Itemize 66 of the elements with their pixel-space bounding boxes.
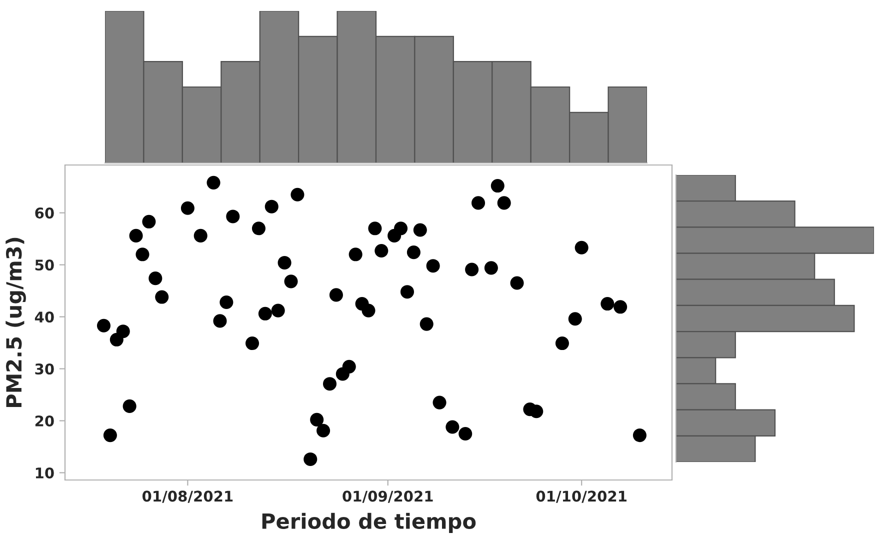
point [400,285,414,299]
x-axis-title: Periodo de tiempo [262,512,476,534]
y-tick-label: 10 [36,467,54,478]
point [245,336,260,350]
point [329,288,343,302]
y-tick-label: 20 [35,415,54,426]
point [278,256,292,270]
point [155,290,169,304]
point [148,272,162,286]
point [420,317,434,331]
point [465,262,479,276]
point [530,404,544,418]
point [458,426,472,441]
point [96,318,111,332]
point [368,222,382,236]
point [129,228,143,242]
point [413,223,427,237]
point [226,210,240,224]
y-axis-title: PM2.5 (ug/m3) [6,238,26,407]
point [426,259,440,273]
point [180,201,194,215]
point [555,336,569,350]
point [264,200,278,214]
point [310,412,324,426]
point [304,452,318,466]
point [472,196,486,210]
point [284,274,298,288]
y-tick-label: 40 [34,312,54,323]
point [510,276,524,290]
point [568,312,582,326]
point [374,244,388,258]
point [497,196,511,210]
point [271,304,285,318]
point [194,228,208,242]
point [316,424,330,438]
x-tick-label: 01/09/2021 [342,490,433,503]
point [116,324,130,338]
point [484,261,498,275]
point [206,176,220,190]
point [258,306,272,320]
point [136,248,150,262]
point [220,295,234,309]
point [432,396,446,410]
point [614,300,628,314]
point [362,304,376,318]
point [348,248,362,262]
point [574,240,588,254]
x-tick-label: 01/08/2021 [142,490,233,503]
point [600,297,614,311]
point [632,428,646,442]
y-tick-label: 50 [35,260,54,271]
x-tick-label: 01/10/2021 [536,490,627,503]
point [322,377,337,391]
y-tick-label: 30 [35,363,54,375]
point [103,428,117,442]
point [252,222,266,236]
point [290,188,304,202]
point [122,399,136,413]
point [490,179,504,193]
point [142,214,156,228]
point [394,222,408,236]
y-tick-label: 60 [35,208,54,219]
point [406,246,420,260]
point [342,360,356,374]
point [446,420,460,434]
point [213,314,227,328]
